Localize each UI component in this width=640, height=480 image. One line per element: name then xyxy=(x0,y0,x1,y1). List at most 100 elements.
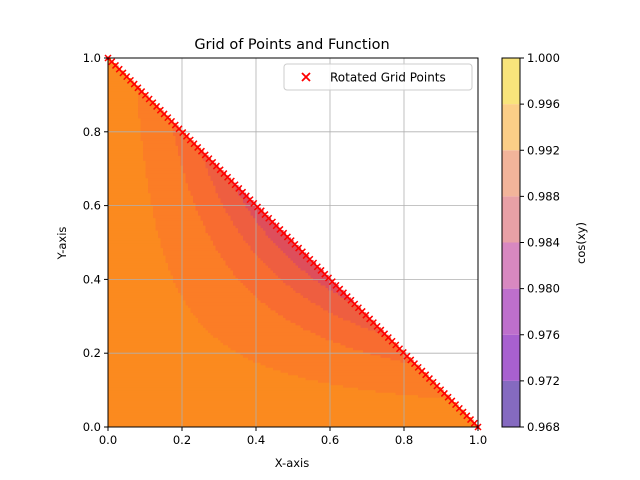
contour-cell xyxy=(113,87,117,92)
contour-cell xyxy=(125,259,129,264)
contour-cell xyxy=(125,110,129,114)
contour-cell xyxy=(113,115,117,119)
contour-cell xyxy=(145,267,149,271)
contour-cell xyxy=(138,95,142,99)
contour-cell xyxy=(118,352,122,356)
contour-cell xyxy=(108,200,112,204)
contour-cell xyxy=(135,185,139,189)
contour-cell xyxy=(118,195,122,199)
contour-cell xyxy=(140,422,144,426)
contour-cell xyxy=(135,222,139,226)
contour-cell xyxy=(143,220,147,224)
contour-cell xyxy=(135,392,139,396)
contour-cell xyxy=(118,337,122,341)
contour-cell xyxy=(145,344,149,348)
contour-cell xyxy=(133,85,137,89)
contour-cell xyxy=(118,304,122,308)
contour-cell xyxy=(148,160,152,164)
contour-cell xyxy=(150,402,154,406)
contour-cell xyxy=(145,145,149,149)
contour-cell xyxy=(128,384,132,388)
contour-cell xyxy=(108,364,112,368)
contour-cell xyxy=(145,172,149,176)
contour-cell xyxy=(120,249,124,254)
contour-cell xyxy=(145,407,149,411)
contour-cell xyxy=(113,372,117,376)
contour-cell xyxy=(133,414,137,418)
contour-cell xyxy=(150,367,154,371)
contour-cell xyxy=(143,329,147,333)
contour-cell xyxy=(148,222,152,226)
contour-cell xyxy=(108,329,112,333)
contour-cell xyxy=(113,324,117,328)
contour-cell xyxy=(133,339,137,343)
contour-cell xyxy=(140,102,144,106)
contour-cell xyxy=(153,235,157,239)
contour-cell xyxy=(118,409,122,413)
contour-cell xyxy=(125,344,129,348)
contour-cell xyxy=(115,182,119,186)
contour-cell xyxy=(115,82,119,87)
contour-cell xyxy=(108,419,112,423)
contour-cell xyxy=(130,125,134,129)
contour-cell xyxy=(133,379,137,383)
contour-cell xyxy=(148,110,152,114)
contour-cell xyxy=(143,167,147,171)
contour-cell xyxy=(148,379,152,383)
contour-cell xyxy=(145,329,149,333)
contour-cell xyxy=(130,147,134,151)
contour-cell xyxy=(118,90,122,94)
contour-cell xyxy=(145,140,149,144)
contour-cell xyxy=(135,137,139,141)
contour-cell xyxy=(108,387,112,391)
contour-cell xyxy=(140,307,144,311)
contour-cell xyxy=(108,317,112,321)
contour-cell xyxy=(133,317,137,321)
contour-cell xyxy=(153,267,157,271)
contour-cell xyxy=(110,402,114,406)
contour-cell xyxy=(148,324,152,328)
contour-cell xyxy=(123,175,127,179)
contour-cell xyxy=(135,262,139,266)
contour-cell xyxy=(148,172,152,176)
contour-cell xyxy=(143,190,147,194)
contour-cell xyxy=(130,167,134,171)
contour-cell xyxy=(118,100,122,104)
contour-cell xyxy=(108,80,112,84)
contour-cell xyxy=(140,185,144,189)
contour-cell xyxy=(110,162,114,166)
contour-cell xyxy=(133,87,137,92)
contour-cell xyxy=(140,175,144,179)
contour-cell xyxy=(120,394,124,398)
contour-cell xyxy=(128,272,132,276)
contour-cell xyxy=(150,112,154,116)
contour-cell xyxy=(118,374,122,378)
contour-cell xyxy=(140,127,144,131)
contour-cell xyxy=(130,132,134,136)
contour-cell xyxy=(110,197,114,201)
contour-cell xyxy=(113,262,117,266)
contour-cell xyxy=(153,185,157,189)
contour-cell xyxy=(108,230,112,234)
contour-cell xyxy=(138,135,142,139)
contour-cell xyxy=(130,407,134,411)
contour-cell xyxy=(123,352,127,356)
contour-cell xyxy=(120,284,124,288)
contour-cell xyxy=(115,132,119,136)
contour-cell xyxy=(130,222,134,226)
contour-cell xyxy=(133,347,137,351)
contour-cell xyxy=(135,264,139,269)
contour-cell xyxy=(113,289,117,293)
contour-cell xyxy=(150,257,154,261)
contour-cell xyxy=(123,297,127,301)
contour-cell xyxy=(148,187,152,191)
contour-cell xyxy=(133,392,137,396)
contour-cell xyxy=(115,244,119,249)
contour-cell xyxy=(115,92,119,96)
contour-cell xyxy=(140,269,144,274)
contour-cell xyxy=(123,132,127,136)
contour-cell xyxy=(148,127,152,131)
contour-cell xyxy=(138,349,142,353)
contour-cell xyxy=(120,377,124,381)
contour-cell xyxy=(133,137,137,141)
